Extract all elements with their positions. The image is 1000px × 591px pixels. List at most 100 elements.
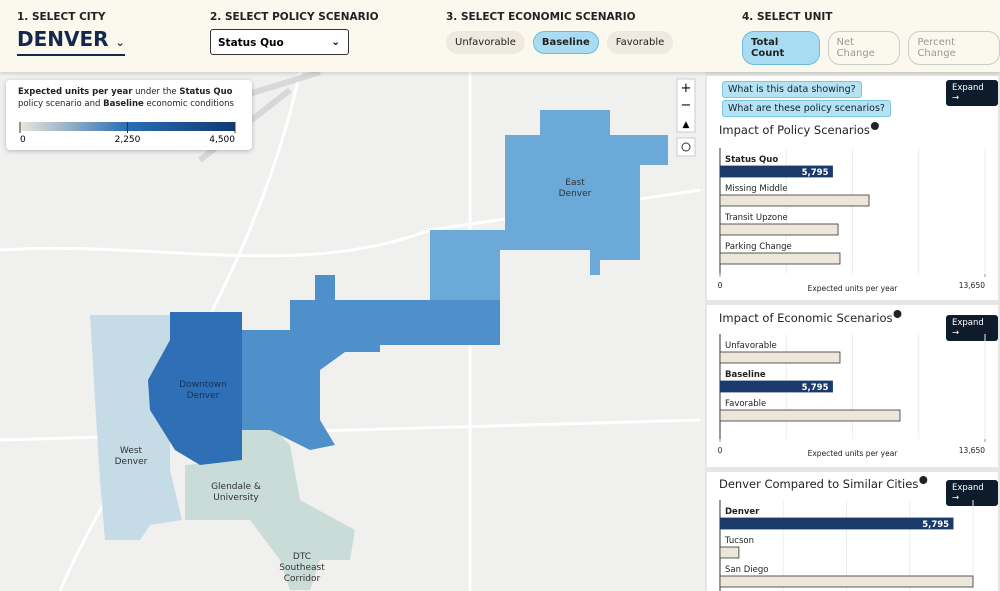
bar — [719, 546, 740, 559]
legend-part: Status Quo — [179, 87, 233, 97]
zoom-box[interactable] — [676, 78, 696, 133]
category-label: Parking Change — [725, 242, 792, 252]
map-label-line: University — [213, 493, 259, 503]
legend-part: Expected units per year — [18, 87, 133, 97]
category-label: Denver — [725, 507, 760, 517]
unit-option[interactable]: Total Count — [742, 31, 820, 65]
bar — [719, 351, 841, 364]
value-label: 5,795 — [802, 168, 829, 178]
chart-card: Expand → Denver Compared to Similar Citie… — [707, 472, 998, 591]
category-label: Tucson — [724, 536, 754, 546]
map-label-line: Southeast — [279, 563, 325, 573]
compass[interactable]: ▲ — [683, 120, 690, 130]
map-label-line: Denver — [115, 457, 148, 467]
policy-label: 2. SELECT POLICY SCENARIO — [210, 11, 379, 23]
zoom-controls: + − ▲ — [676, 78, 696, 157]
map-label-line: DTC — [293, 552, 311, 562]
map-label: Downtown Denver — [179, 380, 227, 401]
bar — [719, 409, 901, 422]
zoom-out[interactable]: − — [681, 98, 692, 113]
info-link[interactable]: What are these policy scenarios? — [722, 100, 891, 117]
info-icon — [870, 122, 879, 130]
chart-card: What is this data showing? What are these… — [707, 76, 998, 300]
unit-options: Total Count Net Change Percent Change — [742, 31, 1000, 65]
map-label-line: Corridor — [284, 574, 321, 584]
unit-option[interactable]: Net Change — [827, 31, 901, 65]
map-label-line: Denver — [187, 391, 220, 401]
economic-option[interactable]: Unfavorable — [446, 31, 525, 54]
economic-label: 3. SELECT ECONOMIC SCENARIO — [446, 11, 636, 23]
legend-part: policy scenario and — [18, 99, 104, 109]
region-central — [242, 275, 500, 450]
legend-tick-label: 4,500 — [209, 135, 235, 145]
legend-tick-label: 0 — [20, 135, 26, 145]
side-panel: What is this data showing? What are these… — [705, 72, 1000, 591]
chart-title: Impact of Policy Scenarios — [719, 123, 870, 137]
expand-button[interactable]: Expand → — [946, 315, 998, 341]
chart-title: Impact of Economic Scenarios — [719, 311, 892, 325]
bar — [719, 575, 974, 588]
economic-option[interactable]: Favorable — [606, 31, 674, 54]
category-label: Unfavorable — [725, 341, 777, 351]
category-label: Missing Middle — [725, 184, 787, 194]
bar — [719, 194, 870, 207]
category-label: Favorable — [725, 399, 766, 409]
map-label: DTC Southeast Corridor — [279, 552, 325, 584]
policy: Status Quo — [218, 37, 284, 49]
locate[interactable] — [676, 137, 696, 157]
map-label: West Denver — [115, 446, 148, 467]
header: 1. SELECT CITY DENVER ⌄ 2. SELECT POLICY… — [0, 0, 1000, 72]
map-label-line: Denver — [559, 189, 592, 199]
economic-options: Unfavorable Baseline Favorable — [446, 31, 674, 54]
map-label-line: East — [565, 178, 585, 188]
bar — [719, 380, 833, 393]
bar — [719, 165, 833, 178]
region-corridor — [430, 230, 590, 300]
economic-option[interactable]: Baseline — [532, 31, 599, 54]
value-label: 5,795 — [802, 383, 829, 393]
expand-button[interactable]: Expand → — [946, 480, 998, 506]
region-downtown — [148, 312, 242, 465]
bar-chart: Denver Compared to Similar Cities Denver 5… — [719, 476, 974, 591]
map-label-line: Glendale & — [211, 482, 261, 492]
info-icon — [919, 476, 928, 484]
info-icon — [893, 310, 902, 318]
x-tick-label: 13,650 — [959, 281, 985, 290]
region-east — [505, 110, 668, 275]
unit-option[interactable]: Percent Change — [908, 31, 1000, 65]
legend: Expected units per year under the Status… — [6, 80, 252, 150]
map-label-line: Downtown — [179, 380, 227, 390]
unit-label: 4. SELECT UNIT — [742, 11, 833, 23]
x-tick-label: 13,650 — [959, 446, 985, 455]
legend-box — [6, 80, 252, 150]
city-label: 1. SELECT CITY — [17, 11, 106, 23]
legend-part: Baseline — [103, 99, 144, 109]
map-label: East Denver — [559, 178, 592, 199]
legend-tick-label: 2,250 — [115, 135, 141, 145]
region-glendale — [185, 430, 355, 590]
category-label: Transit Upzone — [724, 213, 788, 223]
x-axis-label: Expected units per year — [808, 449, 899, 458]
x-tick-label: 0 — [718, 281, 723, 290]
category-label: Baseline — [725, 370, 766, 380]
info-link[interactable]: What is this data showing? — [722, 81, 862, 98]
category-label: San Diego — [725, 565, 768, 575]
policy-dropdown[interactable]: Status Quo ⌄ — [210, 29, 349, 55]
city-select[interactable]: DENVER ⌄ — [17, 28, 125, 56]
chart-card: Expand → Impact of Economic Scenarios Unfa… — [707, 305, 998, 467]
legend-text: Expected units per year under the Status… — [18, 86, 243, 110]
bar — [719, 223, 839, 236]
bar — [719, 517, 954, 530]
city: DENVER — [17, 27, 109, 51]
x-axis-label: Expected units per year — [808, 284, 899, 293]
legend-part: economic conditions — [143, 99, 234, 109]
bar-chart: Impact of Economic Scenarios Unfavorable B… — [718, 310, 986, 458]
value-label: 5,795 — [922, 520, 949, 530]
category-label: Status Quo — [725, 155, 778, 165]
expand-button[interactable]: Expand → — [946, 80, 998, 106]
zoom-in[interactable]: + — [681, 81, 692, 96]
bar-chart: Impact of Policy Scenarios Status Quo 5,79… — [718, 122, 986, 293]
